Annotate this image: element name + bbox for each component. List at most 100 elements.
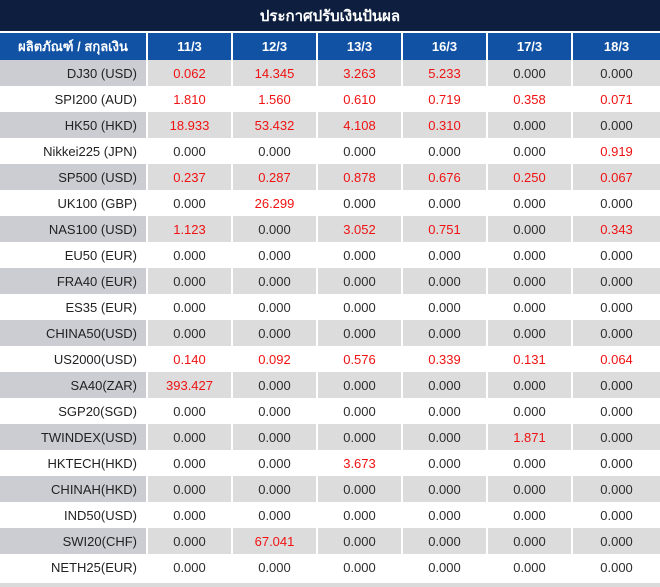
dividend-value: 53.432: [233, 112, 318, 138]
column-header-row: ผลิตภัณฑ์ / สกุลเงิน 11/3 12/3 13/3 16/3…: [0, 33, 660, 60]
product-label: UK100 (GBP): [0, 190, 148, 216]
dividend-value: 0.071: [573, 86, 660, 112]
dividend-value: 0.000: [488, 528, 573, 554]
product-label: NETH25(EUR): [0, 554, 148, 580]
dividend-value: 0.000: [318, 372, 403, 398]
dividend-value: 0.000: [148, 476, 233, 502]
dividend-value: 0.310: [403, 112, 488, 138]
dividend-value: 0.000: [403, 242, 488, 268]
table-row: SGP20(SGD) 0.000 0.000 0.000 0.000 0.000 0.000: [0, 398, 660, 424]
product-label: CHINAH(HKD): [0, 476, 148, 502]
dividend-value: 0.576: [318, 346, 403, 372]
dividend-value: 0.250: [488, 164, 573, 190]
dividend-value: 0.000: [488, 554, 573, 580]
dividend-value: 0.062: [148, 60, 233, 86]
dividend-value: 26.299: [233, 190, 318, 216]
table-row: TWINDEX(USD) 0.000 0.000 0.000 0.000 1.871 0.0…: [0, 424, 660, 450]
dividend-value: 0.000: [573, 398, 660, 424]
product-label: ES35 (EUR): [0, 294, 148, 320]
dividend-value: 1.560: [233, 86, 318, 112]
dividend-value: 0.000: [318, 138, 403, 164]
dividend-value: 0.000: [318, 476, 403, 502]
product-currency-column-header: ผลิตภัณฑ์ / สกุลเงิน: [0, 33, 148, 60]
dividend-value: 0.000: [403, 424, 488, 450]
dividend-value: 0.000: [233, 242, 318, 268]
dividend-value: 0.000: [233, 320, 318, 346]
table-row: US2000(USD) 0.140 0.092 0.576 0.339 0.131 0.06…: [0, 346, 660, 372]
dividend-value: 14.345: [233, 60, 318, 86]
dividend-value: 0.000: [403, 294, 488, 320]
product-label: Nikkei225 (JPN): [0, 138, 148, 164]
dividend-value: 0.000: [233, 476, 318, 502]
dividend-value: 0.610: [318, 86, 403, 112]
date-column-header: 16/3: [403, 33, 488, 60]
dividend-value: 0.000: [403, 450, 488, 476]
dividend-value: 0.000: [488, 190, 573, 216]
dividend-value: 0.000: [403, 502, 488, 528]
dividend-value: 0.000: [148, 138, 233, 164]
date-column-header: 12/3: [233, 33, 318, 60]
dividend-value: 0.000: [318, 554, 403, 580]
product-label: SGP20(SGD): [0, 398, 148, 424]
dividend-value: 0.000: [573, 320, 660, 346]
dividend-value: 0.339: [403, 346, 488, 372]
dividend-value: 0.000: [318, 294, 403, 320]
dividend-value: 0.000: [488, 502, 573, 528]
dividend-value: 0.000: [573, 242, 660, 268]
dividend-value: 0.919: [573, 138, 660, 164]
dividend-value: 3.263: [318, 60, 403, 86]
dividend-value: 0.000: [148, 554, 233, 580]
product-label: FRA40 (EUR): [0, 268, 148, 294]
table-row: EU50 (EUR) 0.000 0.000 0.000 0.000 0.000 0.000: [0, 242, 660, 268]
date-column-header: 13/3: [318, 33, 403, 60]
dividend-value: 0.000: [403, 190, 488, 216]
product-label: SPI200 (AUD): [0, 86, 148, 112]
dividend-value: 0.358: [488, 86, 573, 112]
dividend-value: 0.000: [148, 242, 233, 268]
dividend-value: 0.000: [233, 554, 318, 580]
dividend-value: 0.000: [488, 216, 573, 242]
dividend-value: 0.000: [148, 450, 233, 476]
dividend-value: 0.000: [403, 372, 488, 398]
dividend-value: 0.000: [233, 424, 318, 450]
dividend-value: 0.000: [233, 450, 318, 476]
dividend-value: 0.000: [573, 502, 660, 528]
table-row: Nikkei225 (JPN) 0.000 0.000 0.000 0.000 0.000…: [0, 138, 660, 164]
product-label: HKTECH(HKD): [0, 450, 148, 476]
dividend-value: 67.041: [233, 528, 318, 554]
product-label: TWINDEX(USD): [0, 424, 148, 450]
product-label: HK50 (HKD): [0, 112, 148, 138]
dividend-value: 393.427: [148, 372, 233, 398]
dividend-value: 0.000: [573, 190, 660, 216]
dividend-value: 0.000: [318, 242, 403, 268]
dividend-value: 5.233: [403, 60, 488, 86]
table-row: CHINAH(HKD) 0.000 0.000 0.000 0.000 0.000 0.00…: [0, 476, 660, 502]
dividend-value: 0.000: [148, 528, 233, 554]
title-row: ประกาศปรับเงินปันผล: [0, 0, 660, 33]
table-row: SA40(ZAR) 393.427 0.000 0.000 0.000 0.000 0.00…: [0, 372, 660, 398]
dividend-value: 1.871: [488, 424, 573, 450]
table-row: NAS100 (USD) 1.123 0.000 3.052 0.751 0.000 0.3…: [0, 216, 660, 242]
dividend-value: 0.000: [403, 528, 488, 554]
dividend-value: 0.000: [318, 190, 403, 216]
dividend-value: 0.000: [573, 60, 660, 86]
table-row: SPI200 (AUD) 1.810 1.560 0.610 0.719 0.358 0.0…: [0, 86, 660, 112]
table-row: CHINA50(USD) 0.000 0.000 0.000 0.000 0.000 0.0…: [0, 320, 660, 346]
product-label: DJ30 (USD): [0, 60, 148, 86]
dividend-value: 0.000: [318, 320, 403, 346]
table-row: HKTECH(HKD) 0.000 0.000 3.673 0.000 0.000 0.00…: [0, 450, 660, 476]
product-label: EU50 (EUR): [0, 242, 148, 268]
dividend-value: 0.000: [233, 216, 318, 242]
table-row: HK50 (HKD) 18.933 53.432 4.108 0.310 0.000 0.0…: [0, 112, 660, 138]
dividend-value: 0.000: [488, 450, 573, 476]
dividend-value: 0.000: [148, 268, 233, 294]
product-label: NAS100 (USD): [0, 216, 148, 242]
dividend-value: 0.000: [318, 424, 403, 450]
dividend-value: 0.000: [573, 372, 660, 398]
dividend-value: 0.067: [573, 164, 660, 190]
dividend-value: 0.000: [233, 138, 318, 164]
dividend-value: 0.000: [148, 424, 233, 450]
table-title: ประกาศปรับเงินปันผล: [0, 0, 660, 33]
dividend-value: 0.000: [403, 320, 488, 346]
